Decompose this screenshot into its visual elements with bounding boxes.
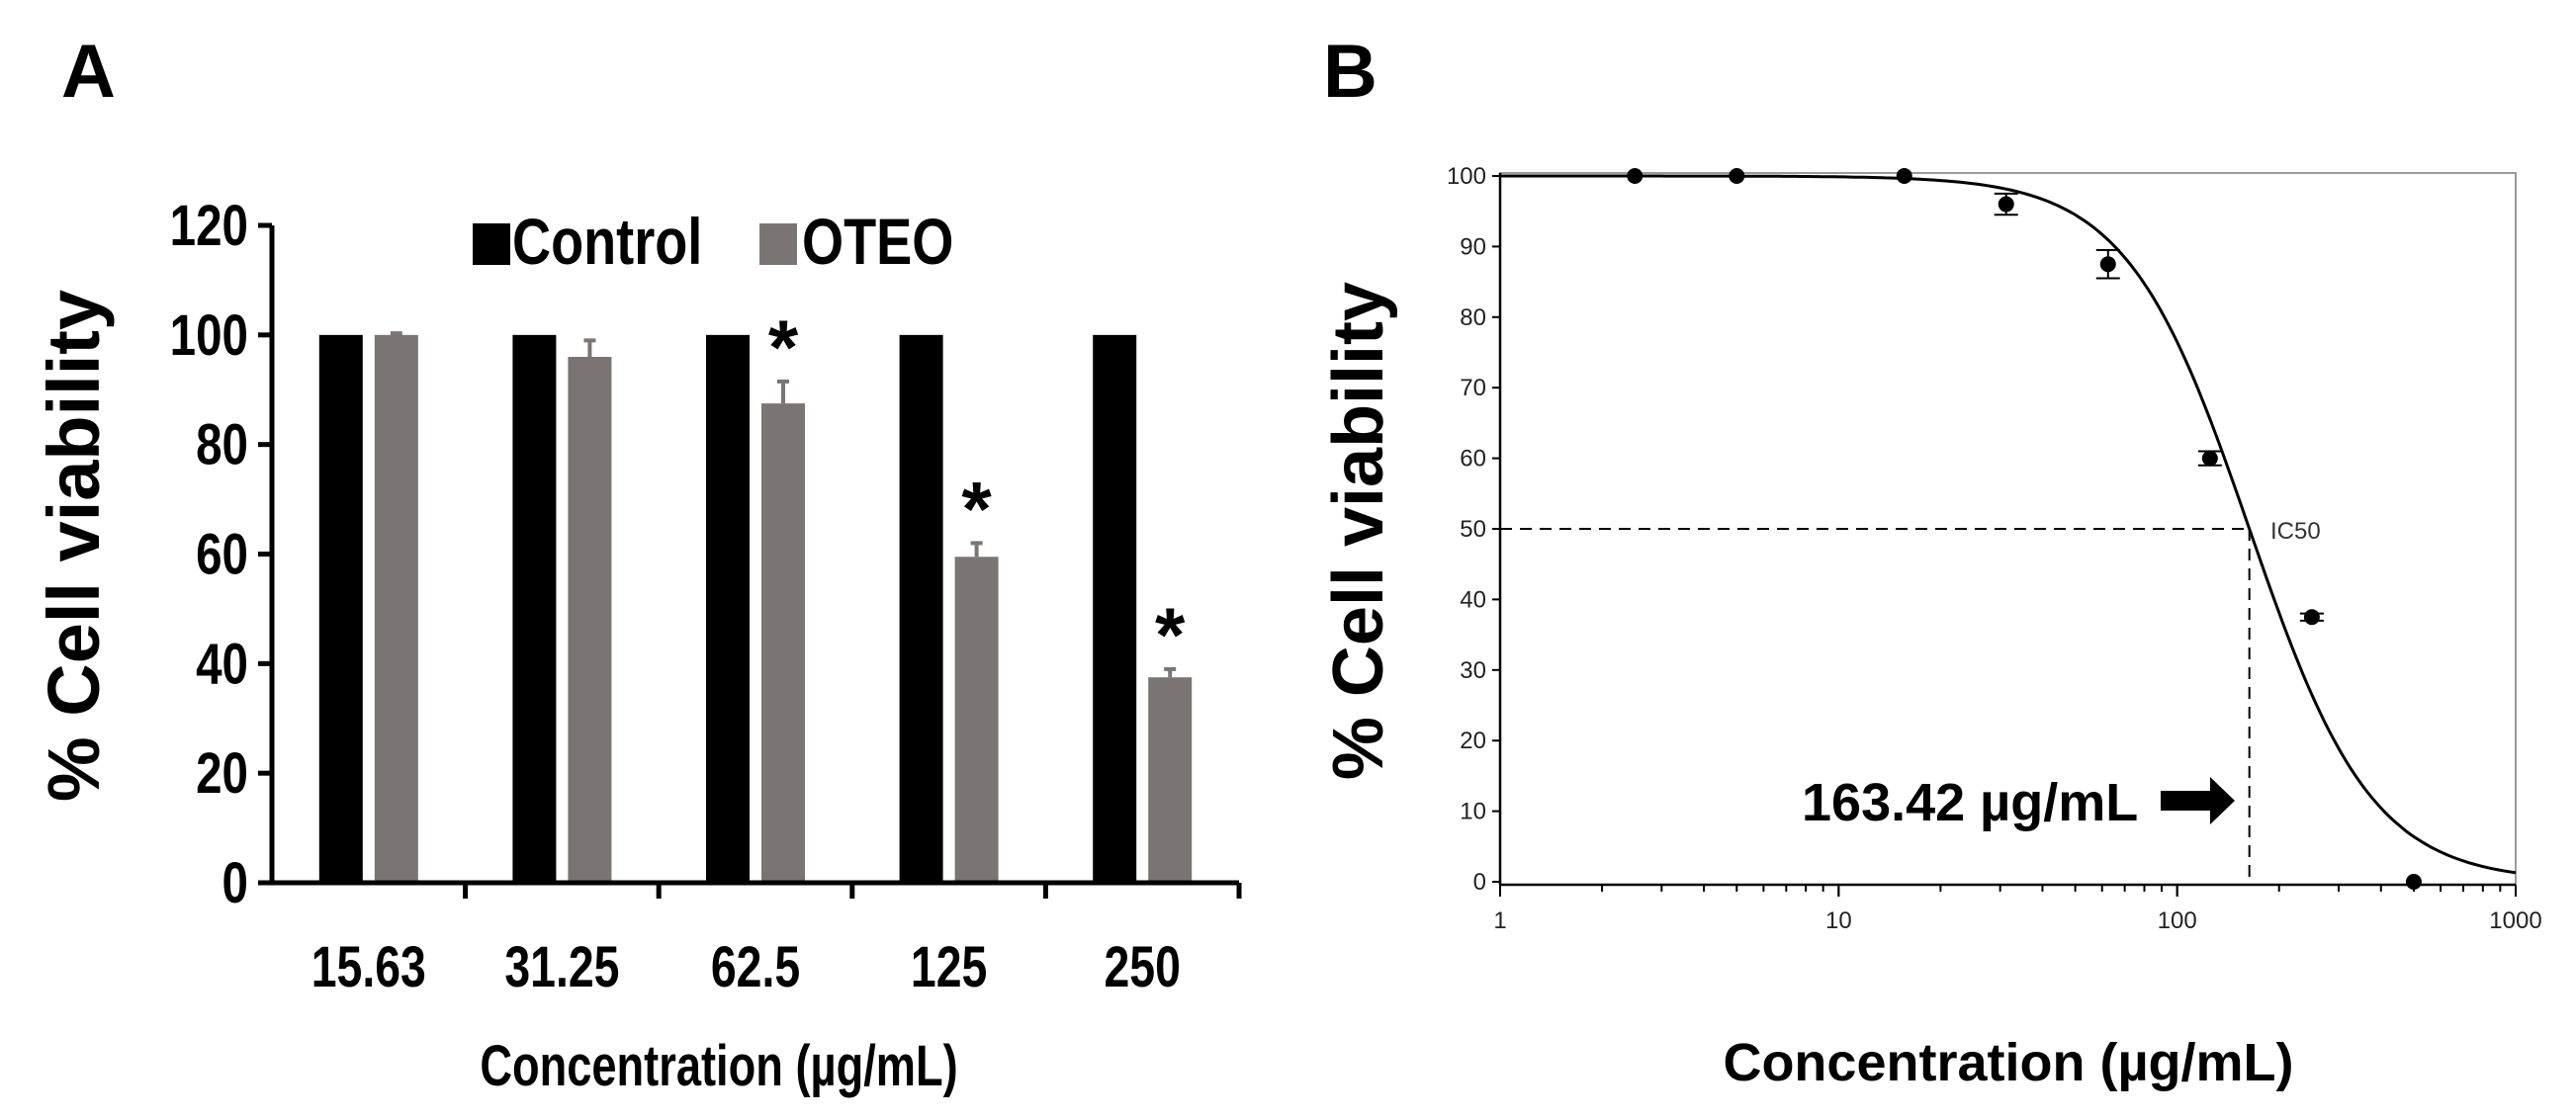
ic50-label: IC50 (2270, 518, 2321, 545)
y-tick-label: 90 (1460, 233, 1486, 260)
bar-control (1093, 334, 1137, 883)
bar-oteo (568, 357, 612, 883)
significance-marker: * (961, 465, 992, 552)
y-tick-label: 40 (196, 633, 248, 697)
y-tick-label: 80 (196, 413, 248, 477)
bar-oteo (954, 557, 999, 883)
bar-control (706, 334, 750, 883)
bar-control (318, 334, 363, 883)
data-point (2201, 450, 2218, 467)
legend-oteo-label: OTEO (802, 205, 953, 278)
chart-a: * * * 0 20 40 60 80 100 120 15.63 31.25 62.5 125 250… (33, 195, 1242, 1099)
chart-b-xticks: 1 10 100 1000 (1493, 885, 2542, 934)
ic50-arrow-icon (2161, 777, 2235, 824)
panel-b-label: B (1323, 30, 1377, 114)
x-tick-label: 1 (1493, 907, 1506, 934)
y-tick-label: 100 (1447, 163, 1486, 190)
data-point (2099, 256, 2116, 273)
legend-oteo-swatch (759, 223, 797, 265)
data-point (1729, 168, 1745, 184)
bar-control (512, 334, 557, 883)
chart-b-fit-curve (1500, 174, 2517, 875)
y-tick-label: 0 (222, 852, 248, 916)
y-tick-label: 70 (1460, 375, 1486, 401)
chart-b-yticks: 0 10 20 30 40 50 60 70 80 90 100 (1447, 163, 1500, 896)
y-tick-label: 0 (1473, 869, 1486, 896)
x-tick-label: 250 (1104, 935, 1180, 999)
y-tick-label: 80 (1460, 304, 1486, 331)
chart-a-xticks: 15.63 31.25 62.5 125 250 (311, 883, 1242, 999)
data-point (2405, 874, 2422, 890)
data-point (2303, 609, 2320, 626)
x-tick-label: 31.25 (504, 935, 619, 999)
chart-a-yticks: 0 20 40 60 80 100 120 (170, 195, 272, 916)
chart-a-bars: * * * (318, 303, 1193, 883)
bar-oteo (1148, 677, 1193, 883)
chart-b-points (1627, 168, 2422, 890)
ic50-value-label: 163.42 µg/mL (1802, 773, 2138, 832)
y-tick-label: 20 (196, 742, 248, 807)
y-tick-label: 60 (196, 523, 248, 587)
chart-b-y-label: % Cell viability (1319, 282, 1398, 780)
significance-marker: * (768, 303, 799, 390)
x-tick-label: 62.5 (711, 935, 800, 999)
y-tick-label: 60 (1460, 446, 1486, 473)
chart-b-ic50-guides (1500, 528, 2251, 885)
bar-control (899, 334, 943, 883)
y-tick-label: 40 (1460, 586, 1486, 613)
bar-oteo (374, 334, 418, 883)
y-tick-label: 10 (1460, 799, 1486, 825)
bar-oteo (761, 403, 805, 883)
legend-control-label: Control (512, 205, 702, 278)
x-tick-label: 100 (2158, 907, 2197, 934)
legend-control-swatch (473, 223, 510, 265)
panel-a-label: A (61, 30, 116, 114)
x-tick-label: 15.63 (311, 935, 426, 999)
data-point (1998, 196, 2014, 213)
chart-b-x-label: Concentration (µg/mL) (1723, 1033, 2293, 1092)
data-point (1627, 168, 1643, 184)
y-tick-label: 50 (1460, 516, 1486, 543)
y-tick-label: 120 (170, 195, 248, 259)
y-tick-label: 100 (170, 303, 248, 368)
x-tick-label: 1000 (2489, 907, 2541, 934)
chart-a-y-label: % Cell viability (33, 290, 115, 802)
data-point (1896, 168, 1912, 184)
x-tick-label: 125 (911, 935, 987, 999)
y-tick-label: 20 (1460, 728, 1486, 754)
chart-a-x-label: Concentration (µg/mL) (480, 1035, 957, 1099)
chart-a-legend: Control OTEO (473, 205, 953, 278)
y-tick-label: 30 (1460, 657, 1486, 684)
significance-marker: * (1155, 591, 1186, 678)
x-tick-label: 10 (1825, 907, 1852, 934)
